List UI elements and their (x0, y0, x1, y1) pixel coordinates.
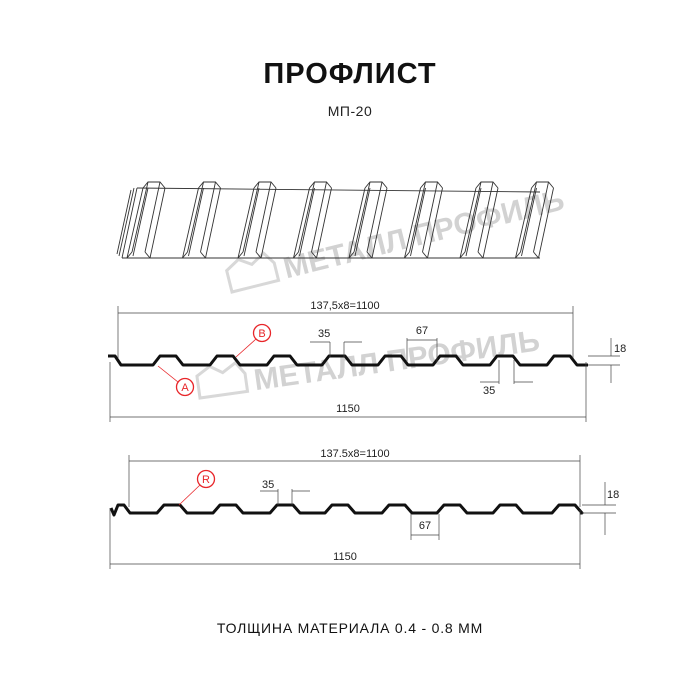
sheet-edge (404, 187, 421, 259)
sheet-edge (538, 187, 554, 259)
sheet-edge (144, 181, 161, 253)
sheet-edge (477, 251, 484, 259)
watermark-top: МЕТАЛЛ ПРОФИЛЬ (225, 184, 568, 294)
profile-b-width-label: 1150 (333, 551, 357, 563)
sheet-edge (311, 181, 327, 253)
sheet-edge (118, 187, 135, 257)
sheet-edge (198, 181, 221, 189)
profile-a-line (108, 354, 588, 367)
sheet-edge (459, 251, 466, 259)
sheet-edge (200, 181, 216, 253)
model-subtitle: МП-20 (327, 103, 373, 119)
profile-b-crest-label: 35 (262, 479, 274, 491)
profile-a: 137,5x8=1100 1150 35 67 35 18 A B (108, 300, 626, 422)
page-title: ПРОФЛИСТ (263, 58, 437, 90)
sheet-edge (149, 187, 166, 259)
watermark-logo-icon (225, 251, 281, 294)
sheet-edge (237, 187, 255, 259)
profile-b-valley-label: 67 (419, 520, 431, 532)
sheet-edge (366, 181, 383, 253)
sheet-edge (475, 181, 499, 189)
sheet-edge (242, 181, 260, 253)
sheet-edge (187, 181, 204, 253)
sheet-edge (121, 187, 138, 259)
sheet-edge (299, 187, 315, 257)
sheet-edge (354, 187, 371, 257)
sheet-edge (260, 187, 277, 259)
sheet-edge (255, 251, 262, 259)
marker-a: A (157, 365, 195, 397)
sheet-edge (131, 181, 149, 253)
profile-b-pitch-label: 137.5x8=1100 (320, 448, 389, 460)
sheet-edge (298, 181, 315, 253)
sheet-edge (237, 251, 244, 259)
marker-r-label: R (202, 474, 210, 486)
sheet-edge (136, 187, 541, 193)
sheet-edge (293, 251, 299, 259)
sheet-edge (410, 187, 426, 257)
sheet-edge (482, 187, 499, 259)
profile-a-width-label: 1150 (336, 403, 360, 415)
sheet-edge (243, 187, 260, 257)
sheet-edge (404, 251, 410, 259)
sheet-edge (477, 181, 494, 253)
sheet-edge (459, 187, 477, 259)
sheet-edge (533, 181, 549, 253)
sheet-edge (420, 181, 443, 189)
sheet-edge (316, 187, 332, 259)
sheet-edge (253, 181, 277, 189)
sheet-edge (255, 181, 272, 253)
sheet-edge (521, 187, 537, 257)
sheet-edge (309, 181, 332, 189)
sheet-edge (348, 187, 366, 259)
sheet-edge (132, 187, 149, 257)
sheet-edge (533, 251, 539, 259)
sheet-edge (353, 181, 371, 253)
marker-r: R (178, 469, 216, 506)
sheet-edge (409, 181, 426, 253)
sheet-edge (427, 187, 443, 259)
profile-a-crest-label: 35 (318, 328, 330, 340)
sheet-edge (520, 181, 537, 253)
sheet-edge (515, 187, 532, 259)
profile-b: 137.5x8=1100 1150 35 67 18 R (109, 448, 619, 569)
sheet-edge (144, 251, 151, 259)
sheet-edge (126, 251, 133, 259)
sheet-edge (182, 187, 199, 259)
sheet-edge (188, 187, 204, 257)
profile-a-crest-label-2: 35 (483, 385, 495, 397)
sheet-edge (116, 189, 132, 255)
material-thickness: ТОЛЩИНА МАТЕРИАЛА 0.4 - 0.8 ММ (216, 620, 484, 636)
sheet-edge (366, 251, 373, 259)
profile-a-pitch-label: 137,5x8=1100 (310, 300, 379, 312)
profile-b-height-label: 18 (607, 489, 619, 501)
marker-b: B (235, 323, 272, 358)
sheet-edge (464, 181, 482, 253)
profile-a-height-label: 18 (614, 343, 626, 355)
sheet-edge (531, 181, 554, 189)
sheet-edge (126, 187, 144, 259)
sheet-edge (465, 187, 482, 257)
profile-b-dimensions (109, 455, 616, 569)
sheet-edge (311, 251, 317, 259)
marker-b-label: B (258, 328, 265, 340)
sheet-edge (293, 187, 310, 259)
marker-a-label: A (181, 382, 189, 394)
sheet-edge (205, 187, 221, 259)
sheet-edge (371, 187, 388, 259)
sheet-edge (364, 181, 388, 189)
sheet-edge (182, 251, 188, 259)
profile-b-line (109, 503, 584, 517)
sheet-edge (348, 251, 355, 259)
profile-a-dimensions (109, 306, 620, 422)
sheet-edge (515, 251, 521, 259)
profile-a-valley-label: 67 (416, 325, 428, 337)
sheet-edge (200, 251, 206, 259)
sheet-edge (422, 251, 428, 259)
sheet-edge (142, 181, 166, 189)
sheet-edge (422, 181, 438, 253)
sheet-3d-view (116, 181, 554, 259)
watermark-logo-icon (195, 360, 250, 400)
